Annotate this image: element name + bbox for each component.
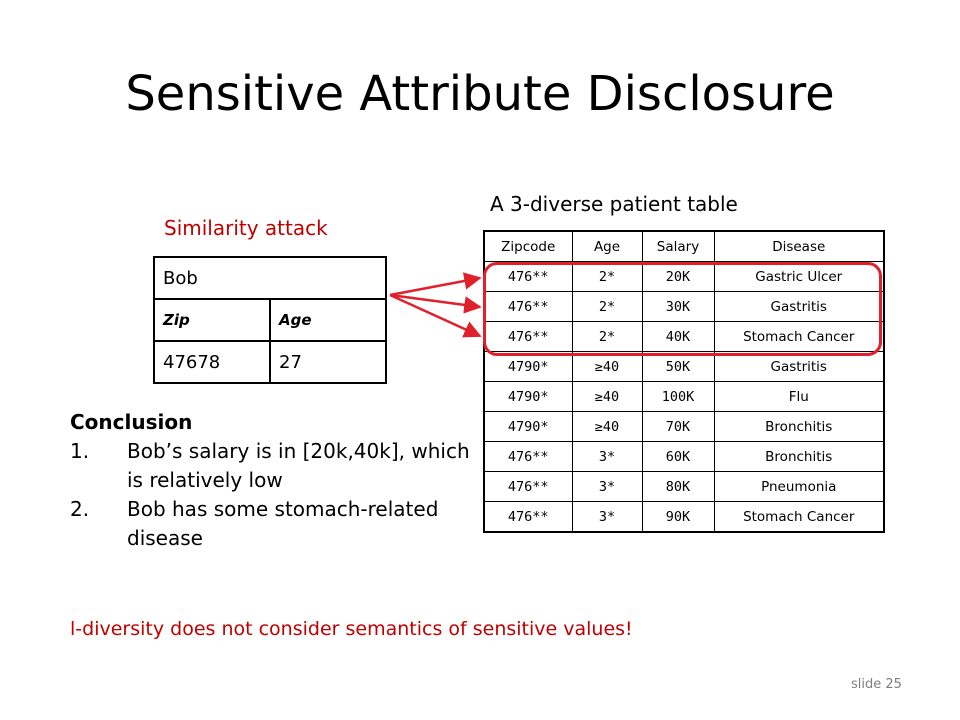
cell-zipcode: 476** bbox=[483, 441, 573, 472]
conclusion-block: Conclusion 1. Bob’s salary is in [20k,40… bbox=[70, 408, 480, 553]
cell-zipcode: 4790* bbox=[483, 351, 573, 382]
matched-rows-highlight bbox=[483, 262, 882, 356]
conclusion-item-text: Bob’s salary is in [20k,40k], which is r… bbox=[127, 439, 470, 492]
cell-zipcode: 476** bbox=[483, 261, 573, 292]
conclusion-heading: Conclusion bbox=[70, 410, 193, 434]
bob-name-cell: Bob bbox=[153, 256, 387, 300]
cell-salary: 40K bbox=[641, 321, 715, 352]
cell-disease: Stomach Cancer bbox=[713, 321, 885, 352]
conclusion-list: 1. Bob’s salary is in [20k,40k], which i… bbox=[70, 437, 480, 553]
arrow-to-row-3 bbox=[389, 293, 482, 338]
bob-header-age: Age bbox=[269, 298, 387, 342]
cell-salary: 80K bbox=[641, 471, 715, 502]
cell-disease: Bronchitis bbox=[713, 411, 885, 442]
table-row: 4790* ≥40 70K Bronchitis bbox=[483, 411, 885, 442]
cell-salary: 60K bbox=[641, 441, 715, 472]
cell-age: 3* bbox=[571, 471, 643, 502]
table-row: 476** 3* 90K Stomach Cancer bbox=[483, 501, 885, 533]
cell-age: ≥40 bbox=[571, 351, 643, 382]
bob-header-zip: Zip bbox=[153, 298, 271, 342]
cell-zipcode: 476** bbox=[483, 291, 573, 322]
arrow-to-row-2 bbox=[389, 293, 482, 314]
slide-number: slide 25 bbox=[851, 677, 902, 692]
cell-salary: 90K bbox=[641, 501, 715, 533]
footer-note: l-diversity does not consider semantics … bbox=[70, 618, 633, 640]
cell-disease: Gastritis bbox=[713, 291, 885, 322]
cell-disease: Stomach Cancer bbox=[713, 501, 885, 533]
cell-zipcode: 4790* bbox=[483, 381, 573, 412]
arrow-to-row-1 bbox=[389, 272, 482, 297]
cell-salary: 100K bbox=[641, 381, 715, 412]
conclusion-item-number: 2. bbox=[70, 497, 90, 521]
table-row: 476** 3* 60K Bronchitis bbox=[483, 441, 885, 472]
cell-disease: Pneumonia bbox=[713, 471, 885, 502]
bob-table: Bob Zip Age 47678 27 bbox=[153, 256, 387, 384]
bob-age-value: 27 bbox=[269, 340, 387, 384]
bob-zip-value: 47678 bbox=[153, 340, 271, 384]
conclusion-item-text: Bob has some stomach-related disease bbox=[127, 497, 439, 550]
cell-zipcode: 4790* bbox=[483, 411, 573, 442]
cell-age: 3* bbox=[571, 501, 643, 533]
table-row: 476** 2* 20K Gastric Ulcer bbox=[483, 261, 885, 292]
patient-table-header-row: Zipcode Age Salary Disease bbox=[483, 230, 885, 262]
table-row: 4790* ≥40 50K Gastritis bbox=[483, 351, 885, 382]
patient-table-caption: A 3-diverse patient table bbox=[490, 192, 738, 216]
conclusion-item: 1. Bob’s salary is in [20k,40k], which i… bbox=[70, 437, 480, 495]
slide-title: Sensitive Attribute Disclosure bbox=[125, 66, 835, 122]
cell-zipcode: 476** bbox=[483, 321, 573, 352]
table-row: 4790* ≥40 100K Flu bbox=[483, 381, 885, 412]
table-row: 476** 3* 80K Pneumonia bbox=[483, 471, 885, 502]
cell-salary: 30K bbox=[641, 291, 715, 322]
cell-disease: Flu bbox=[713, 381, 885, 412]
header-salary: Salary bbox=[641, 230, 715, 262]
similarity-attack-label: Similarity attack bbox=[164, 216, 328, 240]
conclusion-item-number: 1. bbox=[70, 439, 90, 463]
header-disease: Disease bbox=[713, 230, 885, 262]
patient-table: Zipcode Age Salary Disease 476** 2* 20K Gas… bbox=[483, 230, 885, 533]
cell-salary: 50K bbox=[641, 351, 715, 382]
cell-zipcode: 476** bbox=[483, 501, 573, 533]
cell-disease: Gastritis bbox=[713, 351, 885, 382]
conclusion-item: 2. Bob has some stomach-related disease bbox=[70, 495, 480, 553]
table-row: 476** 2* 30K Gastritis bbox=[483, 291, 885, 322]
cell-zipcode: 476** bbox=[483, 471, 573, 502]
cell-age: ≥40 bbox=[571, 381, 643, 412]
